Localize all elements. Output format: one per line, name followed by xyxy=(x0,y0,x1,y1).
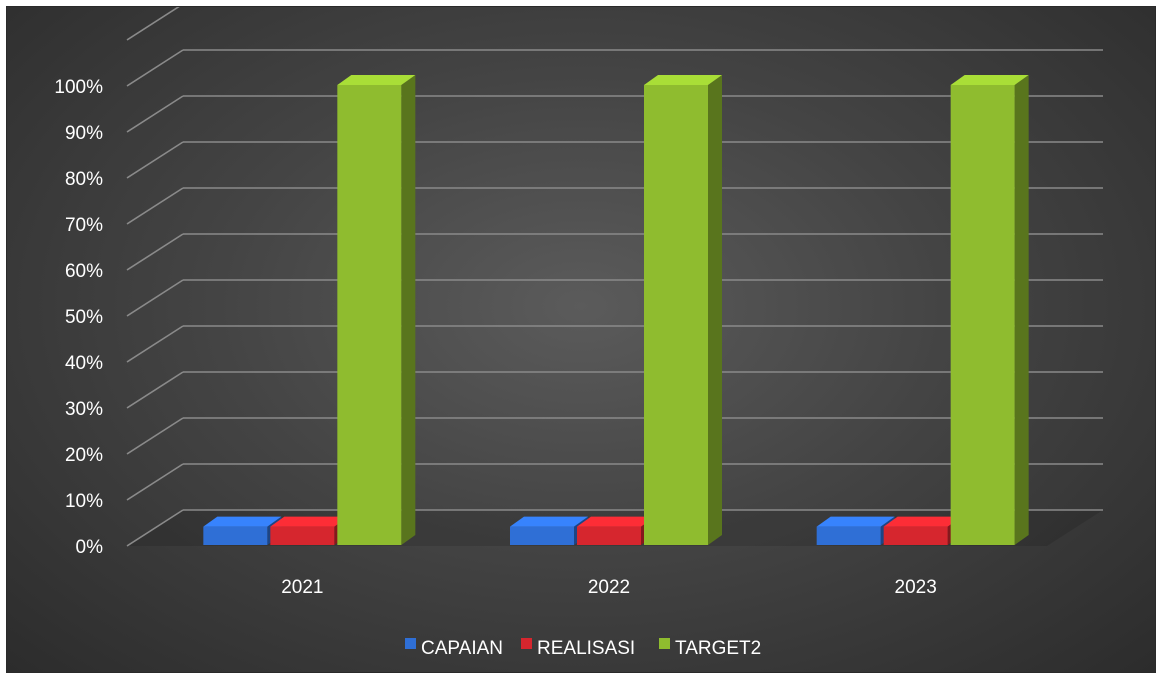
gridline-side xyxy=(126,49,184,87)
x-tick-label: 2022 xyxy=(588,577,630,598)
y-tick-label: 30% xyxy=(65,399,103,420)
bars xyxy=(203,75,1029,545)
gridline-side xyxy=(126,325,184,363)
bar-capaian-2021 xyxy=(203,516,282,545)
legend-label: TARGET2 xyxy=(675,638,761,659)
y-tick-label: 20% xyxy=(65,445,103,466)
gridline-side xyxy=(126,279,184,317)
y-tick-label: 80% xyxy=(65,169,103,190)
bar-front xyxy=(644,85,708,545)
bar-top xyxy=(337,75,416,85)
x-tick-label: 2023 xyxy=(895,577,937,598)
gridline-side xyxy=(126,95,184,133)
bar-top xyxy=(510,516,588,527)
gridline-side xyxy=(126,141,184,179)
legend-swatch xyxy=(659,638,670,649)
bar-target2-2023 xyxy=(950,75,1029,545)
y-tick-label: 60% xyxy=(65,261,103,282)
gridline-side xyxy=(126,371,184,409)
x-axis: 2021 2022 2023 xyxy=(281,577,937,598)
legend-item-capaian: CAPAIAN xyxy=(405,638,503,659)
bar-front xyxy=(950,85,1015,545)
gridlines xyxy=(126,7,1103,547)
bar-side xyxy=(401,75,416,545)
bar-top xyxy=(883,516,962,527)
bar-front xyxy=(883,526,948,545)
bar-top xyxy=(950,75,1029,85)
bar-target2-2021 xyxy=(337,75,416,545)
bar-front xyxy=(577,526,641,545)
y-tick-label: 50% xyxy=(65,307,103,328)
y-tick-label: 0% xyxy=(76,537,104,558)
bar-front xyxy=(816,526,881,545)
y-tick-label: 90% xyxy=(65,123,103,144)
chart-canvas: 0%10%20%30%40%50%60%70%80%90%100% 2021 20… xyxy=(54,7,1103,659)
y-tick-label: 40% xyxy=(65,353,103,374)
gridline-side xyxy=(126,463,184,501)
gridline-side xyxy=(126,7,180,41)
y-tick-label: 100% xyxy=(54,77,103,98)
legend-item-target2: TARGET2 xyxy=(659,638,761,659)
bar-front xyxy=(270,526,335,545)
bar-top xyxy=(644,75,722,85)
legend-label: CAPAIAN xyxy=(421,638,503,659)
bar-realisasi-2022 xyxy=(577,516,655,545)
legend-swatch xyxy=(521,638,532,649)
gridline-side xyxy=(126,417,184,455)
y-tick-label: 70% xyxy=(65,215,103,236)
bar-target2-2022 xyxy=(644,75,722,545)
chart-area: 0% 10% 20% 30% 40% 50% 60% 70% 80% 90% 100% 2021 20… xyxy=(6,6,1156,673)
bar-side xyxy=(1014,75,1029,545)
bar-realisasi-2021 xyxy=(270,516,349,545)
gridline-side xyxy=(126,233,184,271)
bar-front xyxy=(203,526,268,545)
bar-capaian-2022 xyxy=(510,516,588,545)
legend: CAPAIAN REALISASI TARGET2 xyxy=(405,638,761,659)
bar-side xyxy=(708,75,722,545)
bar-top xyxy=(816,516,895,527)
bar-top xyxy=(577,516,655,527)
bar-front xyxy=(510,526,574,545)
bar-front xyxy=(337,85,402,545)
y-tick-label: 10% xyxy=(65,491,103,512)
gridline-side xyxy=(126,509,184,547)
y-axis: 0% 10% 20% 30% 40% 50% 60% 70% 80% 90% 100% xyxy=(54,77,103,558)
bar-top xyxy=(270,516,349,527)
gridline-side xyxy=(126,187,184,225)
bar-realisasi-2023 xyxy=(883,516,962,545)
bar-capaian-2023 xyxy=(816,516,895,545)
legend-swatch xyxy=(405,638,416,649)
x-tick-label: 2021 xyxy=(281,577,323,598)
legend-item-realisasi: REALISASI xyxy=(521,638,635,659)
bar-top xyxy=(203,516,282,527)
legend-label: REALISASI xyxy=(537,638,635,659)
